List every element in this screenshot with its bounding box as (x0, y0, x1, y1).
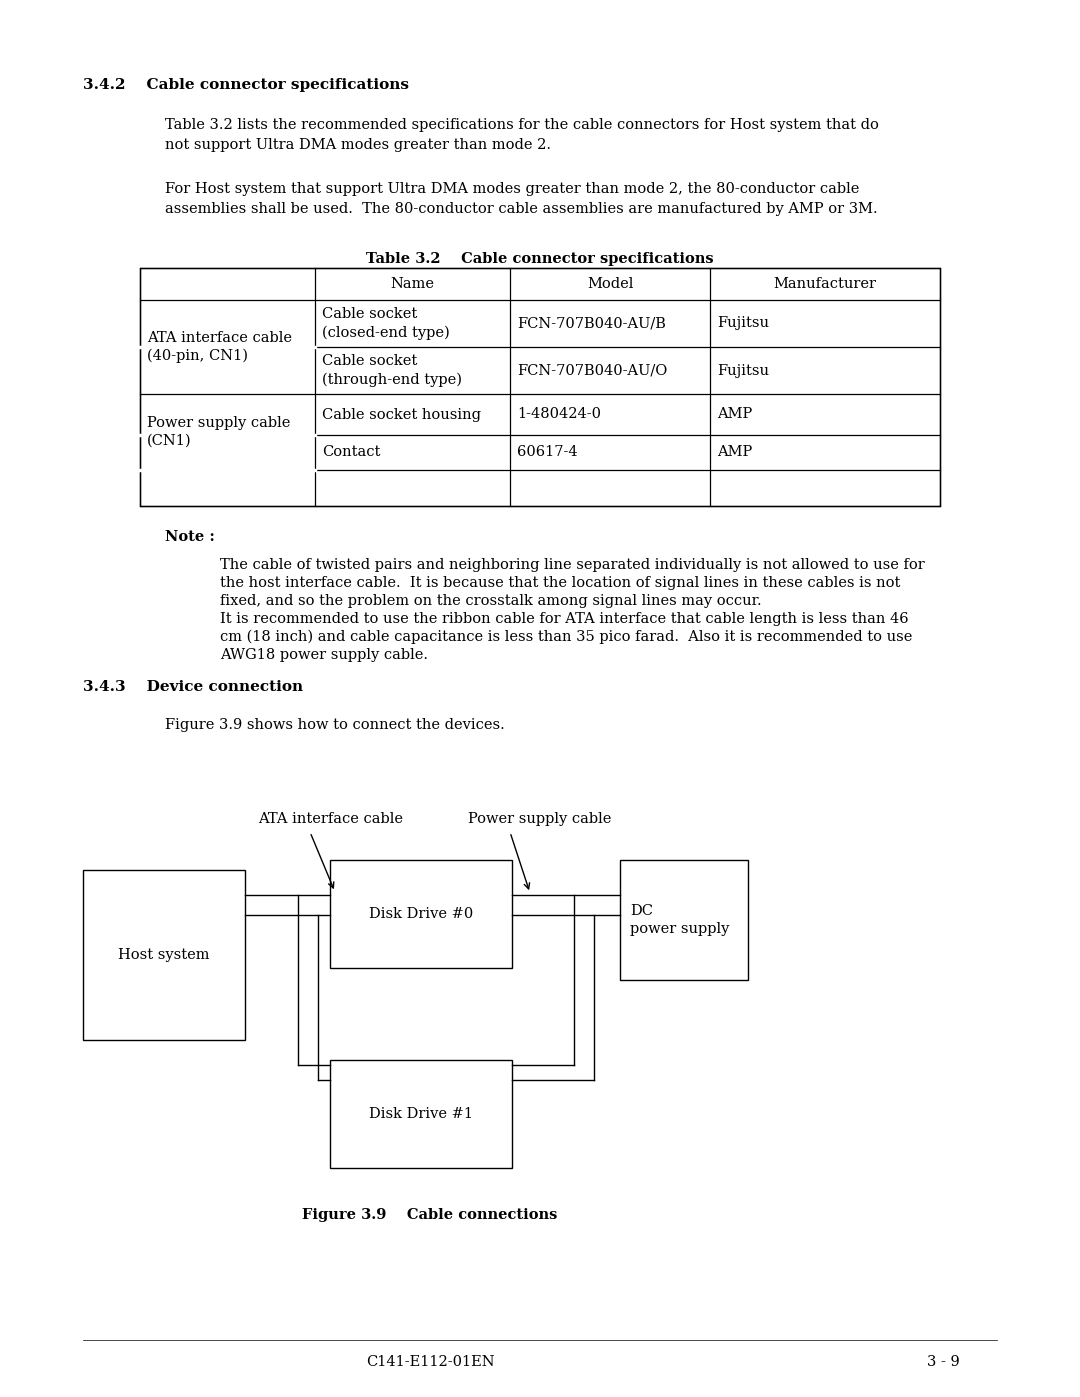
Text: Fujitsu: Fujitsu (717, 317, 769, 331)
Bar (620, 861, 748, 981)
Text: Cable socket housing: Cable socket housing (322, 408, 481, 422)
Text: FCN-707B040-AU/O: FCN-707B040-AU/O (517, 363, 667, 377)
Text: Figure 3.9    Cable connections: Figure 3.9 Cable connections (302, 1208, 557, 1222)
Text: 1-480424-0: 1-480424-0 (517, 408, 600, 422)
Text: Cable socket
(through-end type): Cable socket (through-end type) (322, 355, 462, 387)
Text: For Host system that support Ultra DMA modes greater than mode 2, the 80-conduct: For Host system that support Ultra DMA m… (165, 182, 878, 217)
Bar (140, 268, 940, 506)
Text: DC
power supply: DC power supply (630, 904, 729, 936)
Text: ATA interface cable
(40-pin, CN1): ATA interface cable (40-pin, CN1) (147, 331, 292, 363)
Text: ATA interface cable: ATA interface cable (258, 812, 403, 826)
Text: Model: Model (586, 277, 633, 291)
Text: cm (18 inch) and cable capacitance is less than 35 pico farad.  Also it is recom: cm (18 inch) and cable capacitance is le… (220, 630, 913, 644)
Text: Manufacturer: Manufacturer (773, 277, 877, 291)
Text: 3.4.2    Cable connector specifications: 3.4.2 Cable connector specifications (83, 78, 409, 92)
Text: Name: Name (391, 277, 434, 291)
Text: Fujitsu: Fujitsu (717, 363, 769, 377)
Text: Table 3.2 lists the recommended specifications for the cable connectors for Host: Table 3.2 lists the recommended specific… (165, 117, 879, 152)
Text: Note :: Note : (165, 529, 215, 543)
Text: Cable socket
(closed-end type): Cable socket (closed-end type) (322, 307, 449, 339)
Text: 60617-4: 60617-4 (517, 446, 578, 460)
Text: AMP: AMP (717, 446, 753, 460)
Text: 3.4.3    Device connection: 3.4.3 Device connection (83, 680, 303, 694)
Text: Table 3.2    Cable connector specifications: Table 3.2 Cable connector specifications (366, 251, 714, 265)
Text: FCN-707B040-AU/B: FCN-707B040-AU/B (517, 317, 666, 331)
Text: It is recommended to use the ribbon cable for ATA interface that cable length is: It is recommended to use the ribbon cabl… (220, 612, 908, 626)
Bar (83, 870, 245, 1039)
Text: AMP: AMP (717, 408, 753, 422)
Text: the host interface cable.  It is because that the location of signal lines in th: the host interface cable. It is because … (220, 576, 901, 590)
Text: AWG18 power supply cable.: AWG18 power supply cable. (220, 648, 428, 662)
Text: 3 - 9: 3 - 9 (928, 1355, 960, 1369)
Text: Host system: Host system (118, 949, 210, 963)
Text: C141-E112-01EN: C141-E112-01EN (366, 1355, 495, 1369)
Text: Figure 3.9 shows how to connect the devices.: Figure 3.9 shows how to connect the devi… (165, 718, 504, 732)
Bar (330, 1060, 512, 1168)
Text: Disk Drive #1: Disk Drive #1 (369, 1106, 473, 1120)
Text: Power supply cable: Power supply cable (468, 812, 611, 826)
Text: Contact: Contact (322, 446, 380, 460)
Bar (330, 861, 512, 968)
Text: fixed, and so the problem on the crosstalk among signal lines may occur.: fixed, and so the problem on the crossta… (220, 594, 761, 608)
Text: The cable of twisted pairs and neighboring line separated individually is not al: The cable of twisted pairs and neighbori… (220, 557, 924, 571)
Text: Power supply cable
(CN1): Power supply cable (CN1) (147, 416, 291, 448)
Text: Disk Drive #0: Disk Drive #0 (369, 907, 473, 921)
